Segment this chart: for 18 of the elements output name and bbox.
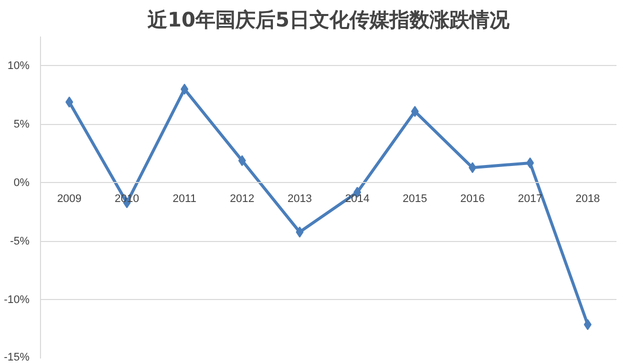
- y-tick-label: -5%: [10, 235, 30, 248]
- point: [584, 319, 592, 330]
- y-tick-label: 0%: [14, 176, 30, 189]
- chart-title: 近10年国庆后5日文化传媒指数涨跌情况: [146, 8, 510, 32]
- x-tick-label: 2015: [402, 192, 428, 205]
- y-tick-label: 10%: [7, 60, 30, 72]
- x-tick-label: 2012: [230, 192, 254, 205]
- x-tick-label: 2013: [287, 192, 312, 205]
- y-tick-label: 5%: [14, 118, 30, 130]
- y-tick-label: -10%: [4, 294, 30, 306]
- point: [65, 96, 74, 108]
- x-tick-label: 2011: [172, 192, 196, 205]
- x-tick-label: 2017: [518, 192, 542, 205]
- y-tick-label: -15%: [4, 352, 30, 363]
- x-tick-label: 2016: [460, 192, 485, 205]
- x-tick-label: 2009: [57, 192, 82, 205]
- x-tick-label: 2018: [575, 192, 600, 205]
- point: [296, 226, 304, 238]
